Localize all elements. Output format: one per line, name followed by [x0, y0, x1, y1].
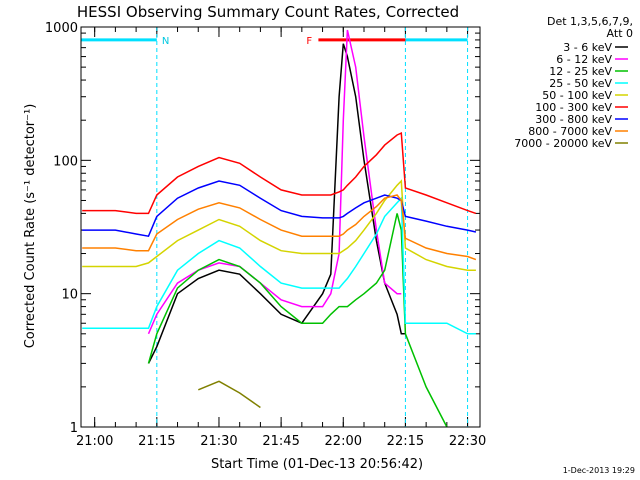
x-tick-label: 21:00	[76, 434, 113, 449]
y-tick-label: 100	[53, 154, 78, 169]
x-tick-label: 21:30	[200, 434, 237, 449]
x-tick-label: 21:15	[138, 434, 175, 449]
series-line	[147, 213, 448, 428]
chart-title: HESSI Observing Summary Count Rates, Cor…	[77, 3, 459, 21]
legend-label: 12 - 25 keV	[549, 65, 612, 78]
series-line	[82, 180, 477, 238]
plot-frame	[80, 26, 481, 428]
legend-label: 100 - 300 keV	[535, 101, 612, 114]
y-tick-label: 1	[70, 421, 78, 436]
legend-label: 800 - 7000 keV	[528, 125, 612, 138]
y-tick-label: 1000	[45, 21, 78, 36]
legend-label: 6 - 12 keV	[556, 53, 612, 66]
legend-label: 7000 - 20000 keV	[514, 137, 612, 150]
x-tick-label: 22:00	[325, 434, 362, 449]
generation-timestamp: 1-Dec-2013 19:29	[563, 466, 635, 475]
flare-label: F	[306, 36, 312, 47]
night-label: N	[162, 36, 169, 47]
legend-title-line-2: Att 0	[607, 27, 633, 40]
y-axis-label: Corrected Count Rate (s⁻¹ detector⁻¹)	[23, 104, 38, 349]
x-tick-label: 22:30	[449, 434, 486, 449]
legend-label: 50 - 100 keV	[542, 89, 612, 102]
series-line	[82, 194, 477, 261]
legend-label: 3 - 6 keV	[563, 41, 612, 54]
x-axis-label: Start Time (01-Dec-13 20:56:42)	[211, 457, 423, 472]
x-tick-label: 22:15	[387, 434, 424, 449]
legend-label: 25 - 50 keV	[549, 77, 612, 90]
x-tick-label: 21:45	[262, 434, 299, 449]
legend-title-line-1: Det 1,3,5,6,7,9,	[547, 15, 633, 28]
series-line	[82, 131, 477, 215]
series-line	[198, 380, 261, 409]
y-tick-label: 10	[61, 288, 78, 303]
series-line	[82, 196, 476, 335]
legend-label: 300 - 800 keV	[535, 113, 612, 126]
